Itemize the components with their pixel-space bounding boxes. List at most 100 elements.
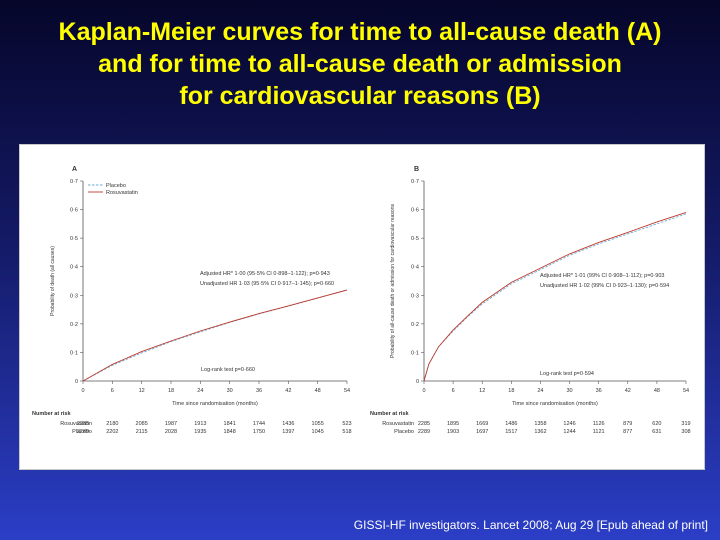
at-risk-value: 1895 <box>447 421 459 427</box>
x-tick-label: 42 <box>625 388 631 394</box>
at-risk-value: 2285 <box>77 421 89 427</box>
at-risk-value: 1246 <box>563 421 575 427</box>
y-tick-label: 0·3 <box>411 293 419 299</box>
x-tick-label: 18 <box>168 388 174 394</box>
at-risk-value: 1045 <box>312 429 324 435</box>
series-line-rosuvastatin <box>82 289 348 382</box>
at-risk-value: 1436 <box>282 421 294 427</box>
x-tick-label: 0 <box>81 388 84 394</box>
x-tick-label: 0 <box>422 388 425 394</box>
logrank-annotation: Log-rank test p=0·594 <box>540 371 594 377</box>
x-tick-label: 6 <box>111 388 114 394</box>
at-risk-value: 2285 <box>418 421 430 427</box>
series-line-placebo <box>423 213 687 382</box>
at-risk-value: 1987 <box>165 421 177 427</box>
slide-title-line-1: Kaplan-Meier curves for time to all-caus… <box>58 18 662 46</box>
series-line-rosuvastatin <box>423 211 687 382</box>
at-risk-value: 1935 <box>194 429 206 435</box>
panel-label: A <box>72 166 77 173</box>
x-tick-label: 54 <box>683 388 689 394</box>
x-tick-label: 48 <box>654 388 660 394</box>
panel-label: B <box>414 166 419 173</box>
at-risk-value: 1362 <box>534 429 546 435</box>
citation: GISSI-HF investigators. Lancet 2008; Aug… <box>353 518 708 532</box>
y-tick-label: 0·7 <box>411 179 419 185</box>
at-risk-value: 308 <box>681 429 690 435</box>
x-tick-label: 30 <box>227 388 233 394</box>
slide-title-line-2: and for time to all-cause death or admis… <box>98 50 622 78</box>
y-tick-label: 0·5 <box>70 236 78 242</box>
at-risk-value: 2115 <box>136 429 148 435</box>
hr-annotation-unadjusted: Unadjusted HR 1·02 (99% CI 0·923–1·130);… <box>540 283 669 289</box>
x-tick-label: 42 <box>285 388 291 394</box>
x-axis-label: Time since randomisation (months) <box>512 401 598 407</box>
at-risk-value: 518 <box>342 429 351 435</box>
at-risk-value: 877 <box>623 429 632 435</box>
at-risk-row-label: Placebo <box>72 429 92 435</box>
x-tick-label: 48 <box>315 388 321 394</box>
figure-panel: A 0 0·1 0·2 0·3 0·4 0·5 0·6 0·7 0 6 12 18 24 30 36 42 48 5… <box>19 144 705 470</box>
at-risk-value: 523 <box>342 421 351 427</box>
at-risk-value: 1126 <box>593 421 605 427</box>
y-tick-label: 0·2 <box>411 322 419 328</box>
x-tick-label: 12 <box>479 388 485 394</box>
at-risk-value: 1913 <box>194 421 206 427</box>
at-risk-heading: Number at risk <box>370 411 409 417</box>
chart-panel-a: A 0 0·1 0·2 0·3 0·4 0·5 0·6 0·7 0 6 12 18 24 30 36 42 48 5… <box>32 166 352 435</box>
y-tick-label: 0·6 <box>70 208 78 214</box>
km-figure: A 0 0·1 0·2 0·3 0·4 0·5 0·6 0·7 0 6 12 18 24 30 36 42 48 5… <box>32 166 691 435</box>
hr-annotation-adjusted: Adjusted HR* 1·01 (99% CI 0·908–1·112); … <box>540 273 665 279</box>
at-risk-value: 1841 <box>224 421 236 427</box>
y-tick-label: 0·3 <box>70 293 78 299</box>
slide-title-line-3: for cardiovascular reasons (B) <box>179 82 541 110</box>
at-risk-value: 620 <box>652 421 661 427</box>
at-risk-value: 1121 <box>593 429 605 435</box>
at-risk-value: 2289 <box>77 429 89 435</box>
x-tick-label: 18 <box>508 388 514 394</box>
y-tick-label: 0·2 <box>70 322 78 328</box>
y-tick-label: 0·5 <box>411 236 419 242</box>
x-tick-label: 6 <box>452 388 455 394</box>
x-tick-label: 24 <box>537 388 543 394</box>
hr-annotation-adjusted: Adjusted HR* 1·00 (95·5% CI 0·898–1·122)… <box>200 271 330 277</box>
x-tick-label: 24 <box>197 388 203 394</box>
at-risk-value: 2180 <box>106 421 118 427</box>
y-tick-label: 0 <box>416 379 419 385</box>
x-tick-label: 54 <box>344 388 350 394</box>
at-risk-value: 1055 <box>312 421 324 427</box>
y-axis-label: Probability of all-cause death or admiss… <box>390 204 396 358</box>
y-tick-label: 0·4 <box>411 265 419 271</box>
x-tick-label: 30 <box>566 388 572 394</box>
x-axis-label: Time since randomisation (months) <box>172 401 258 407</box>
at-risk-value: 2202 <box>106 429 118 435</box>
y-tick-label: 0 <box>75 379 78 385</box>
at-risk-value: 1244 <box>563 429 575 435</box>
at-risk-row-label: Rosuvastatin <box>60 421 92 427</box>
at-risk-heading: Number at risk <box>32 411 71 417</box>
at-risk-value: 2085 <box>136 421 148 427</box>
x-tick-label: 36 <box>256 388 262 394</box>
at-risk-value: 2289 <box>418 429 430 435</box>
at-risk-value: 1744 <box>253 421 265 427</box>
at-risk-value: 1903 <box>447 429 459 435</box>
y-tick-label: 0·1 <box>411 350 419 356</box>
y-axis-label: Probability of death (all causes) <box>50 246 56 316</box>
y-tick-label: 0·7 <box>70 179 78 185</box>
at-risk-value: 1669 <box>476 421 488 427</box>
at-risk-value: 319 <box>681 421 690 427</box>
logrank-annotation: Log-rank test p=0·660 <box>201 367 255 373</box>
at-risk-value: 879 <box>623 421 632 427</box>
at-risk-value: 1517 <box>505 429 517 435</box>
at-risk-value: 1397 <box>282 429 294 435</box>
x-tick-label: 12 <box>139 388 145 394</box>
at-risk-value: 1697 <box>476 429 488 435</box>
at-risk-value: 631 <box>652 429 661 435</box>
chart-panel-b: B 0 0·1 0·2 0·3 0·4 0·5 0·6 0·7 0 6 12 18 24 30 36 42 48 5… <box>370 166 691 435</box>
at-risk-value: 1358 <box>534 421 546 427</box>
at-risk-value: 1848 <box>224 429 236 435</box>
at-risk-row-label: Placebo <box>394 429 414 435</box>
y-tick-label: 0·6 <box>411 208 419 214</box>
slide-title: Kaplan-Meier curves for time to all-caus… <box>0 16 720 112</box>
y-tick-label: 0·4 <box>70 265 78 271</box>
x-tick-label: 36 <box>596 388 602 394</box>
